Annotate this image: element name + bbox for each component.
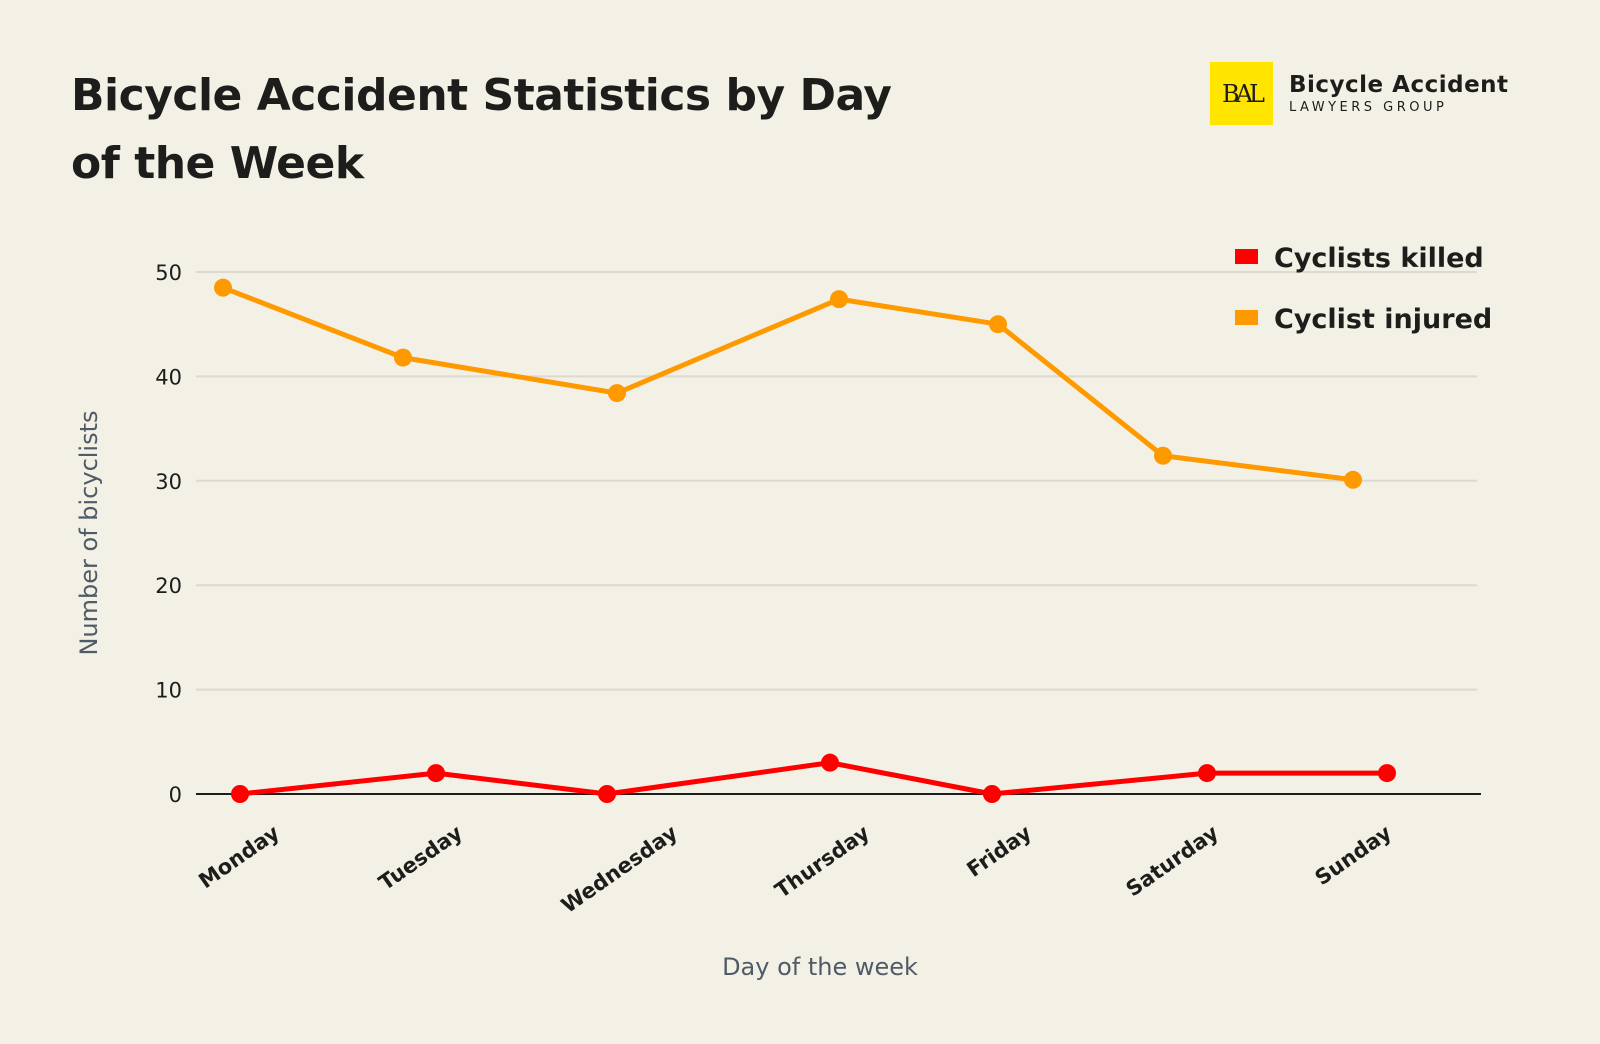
data-point bbox=[830, 290, 848, 309]
chart-title: Bicycle Accident Statistics by Day of th… bbox=[71, 70, 892, 189]
data-point bbox=[1378, 764, 1396, 783]
y-tick-label: 20 bbox=[155, 574, 182, 598]
data-point bbox=[989, 315, 1007, 334]
legend-label: Cyclist injured bbox=[1274, 304, 1492, 335]
x-axis-title: Day of the week bbox=[722, 953, 918, 981]
data-point bbox=[1154, 446, 1172, 465]
data-point bbox=[821, 753, 839, 772]
data-point bbox=[1198, 764, 1216, 783]
legend-swatch bbox=[1235, 310, 1258, 325]
logo-line1: Bicycle Accident bbox=[1289, 72, 1509, 98]
legend-label: Cyclists killed bbox=[1274, 243, 1484, 274]
logo-line2: LAWYERS GROUP bbox=[1289, 100, 1448, 115]
y-tick-label: 10 bbox=[155, 679, 182, 703]
y-tick-label: 40 bbox=[155, 365, 182, 389]
data-point bbox=[394, 348, 412, 367]
logo-mark: BAL bbox=[1210, 62, 1273, 125]
data-point bbox=[427, 764, 445, 783]
series-line-injured bbox=[222, 285, 1354, 483]
y-tick-label: 0 bbox=[169, 783, 182, 807]
data-point bbox=[231, 785, 249, 803]
x-tick-label: Wednesday bbox=[557, 820, 682, 918]
legend: Cyclists killed Cyclist injured bbox=[1235, 243, 1492, 335]
data-point bbox=[983, 785, 1001, 803]
x-tick-label: Tuesday bbox=[374, 820, 467, 895]
data-point bbox=[598, 785, 616, 803]
data-point bbox=[1344, 470, 1362, 489]
x-tick-label: Sunday bbox=[1311, 820, 1397, 890]
x-tick-label: Monday bbox=[194, 820, 284, 893]
x-tick-label: Thursday bbox=[771, 820, 875, 903]
data-point bbox=[214, 278, 232, 297]
data-point bbox=[608, 384, 626, 403]
series-line-killed bbox=[239, 760, 1387, 797]
y-tick-label: 50 bbox=[155, 261, 182, 285]
brand-logo: BAL Bicycle Accident LAWYERS GROUP bbox=[1210, 62, 1509, 125]
legend-swatch bbox=[1235, 249, 1258, 264]
y-axis-title: Number of bicyclists bbox=[75, 410, 103, 655]
y-tick-label: 30 bbox=[155, 470, 182, 494]
x-tick-label: Saturday bbox=[1122, 820, 1224, 901]
x-tick-label: Friday bbox=[962, 820, 1036, 882]
